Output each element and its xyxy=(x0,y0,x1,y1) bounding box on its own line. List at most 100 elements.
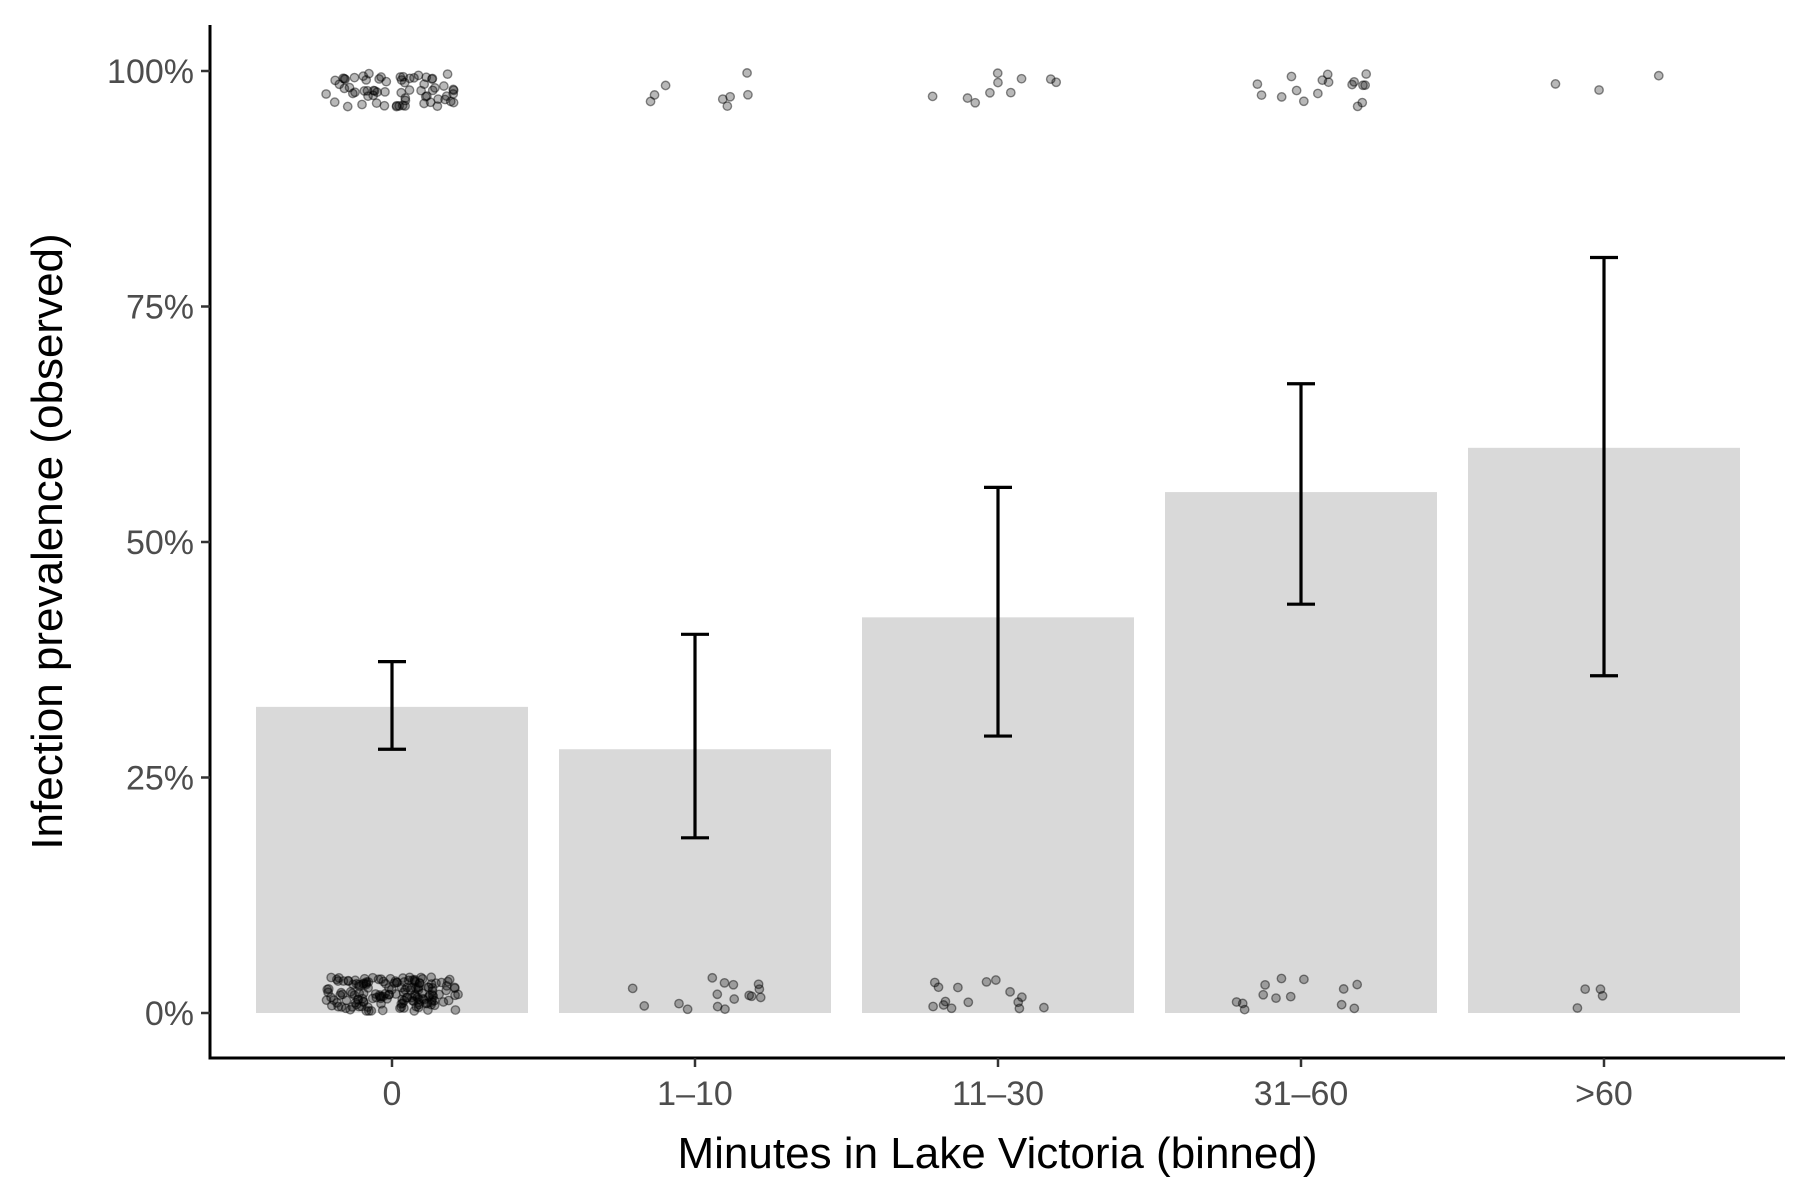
point-zero-0-7 xyxy=(397,998,408,1009)
y-axis-title: Infection prevalence (observed) xyxy=(23,233,72,849)
point-one-3-3 xyxy=(1352,101,1363,112)
point-zero-0-82 xyxy=(423,982,433,992)
point-zero-0-100 xyxy=(397,994,408,1005)
point-zero-0-114 xyxy=(409,975,420,986)
point-one-3-14 xyxy=(1349,76,1360,87)
point-one-0-55 xyxy=(363,91,373,102)
point-zero-0-109 xyxy=(375,993,386,1004)
point-one-0-5 xyxy=(362,85,373,96)
point-zero-0-48 xyxy=(345,986,356,997)
point-zero-0-50 xyxy=(396,982,407,993)
point-zero-2-3 xyxy=(946,1003,957,1014)
point-zero-0-94 xyxy=(413,983,423,993)
axes-layer: 0% 25% 50% 75% 100% 0 1–10 11–30 31–60 >60 xyxy=(107,25,1785,1113)
point-zero-0-92 xyxy=(358,988,369,999)
point-zero-0-101 xyxy=(378,991,389,1002)
point-one-0-53 xyxy=(404,85,415,95)
point-zero-0-93 xyxy=(417,988,428,999)
point-one-3-0 xyxy=(1252,79,1263,90)
point-one-0-20 xyxy=(440,94,450,105)
point-zero-0-36 xyxy=(402,982,413,993)
y-tick-label-3: 75% xyxy=(126,289,194,327)
point-one-0-48 xyxy=(330,75,341,86)
point-one-0-30 xyxy=(379,100,390,111)
point-one-0-62 xyxy=(425,97,436,108)
point-zero-2-0 xyxy=(929,977,940,988)
point-one-0-3 xyxy=(368,85,379,96)
point-zero-4-3 xyxy=(1595,984,1606,995)
point-zero-0-84 xyxy=(349,990,360,1001)
point-zero-1-1 xyxy=(719,977,730,988)
point-zero-0-30 xyxy=(354,1001,364,1012)
point-zero-1-9 xyxy=(755,992,766,1003)
point-zero-0-91 xyxy=(361,978,371,989)
point-zero-0-6 xyxy=(426,999,437,1010)
point-zero-0-65 xyxy=(407,975,418,985)
y-tick-label-0: 0% xyxy=(145,995,194,1033)
point-one-0-45 xyxy=(364,68,374,79)
point-zero-0-85 xyxy=(443,995,454,1006)
point-zero-0-13 xyxy=(442,976,453,987)
point-one-0-7 xyxy=(374,74,385,84)
point-zero-1-10 xyxy=(682,1004,693,1015)
point-zero-0-2 xyxy=(411,983,421,994)
point-zero-0-11 xyxy=(417,993,428,1004)
point-zero-0-66 xyxy=(411,1001,422,1012)
point-one-1-1 xyxy=(742,68,752,78)
point-zero-3-10 xyxy=(1237,998,1248,1009)
point-one-0-0 xyxy=(391,100,402,111)
point-one-2-7 xyxy=(927,91,938,102)
point-zero-0-122 xyxy=(390,976,401,986)
point-zero-0-46 xyxy=(358,979,368,990)
point-zero-0-4 xyxy=(414,978,425,988)
point-zero-0-131 xyxy=(340,1003,351,1014)
point-one-0-44 xyxy=(329,97,340,108)
x-tick-label-0: 0 xyxy=(383,1075,402,1113)
point-zero-3-11 xyxy=(1352,979,1363,990)
point-one-0-31 xyxy=(448,84,459,95)
point-zero-0-73 xyxy=(449,982,460,993)
point-one-0-37 xyxy=(371,98,382,108)
point-zero-0-98 xyxy=(382,993,392,1004)
point-zero-0-141 xyxy=(405,985,416,995)
x-tick-label-3: 31–60 xyxy=(1254,1075,1349,1113)
error-bar-3 xyxy=(1287,382,1315,606)
point-zero-0-56 xyxy=(374,991,385,1002)
x-tick-label-4: >60 xyxy=(1575,1075,1633,1113)
point-zero-0-95 xyxy=(356,1001,367,1012)
point-zero-1-2 xyxy=(754,984,765,995)
point-one-2-2 xyxy=(962,93,973,103)
point-zero-0-78 xyxy=(366,1005,377,1016)
point-zero-0-51 xyxy=(331,974,342,985)
point-zero-0-34 xyxy=(427,989,438,1000)
point-one-0-41 xyxy=(432,101,443,112)
point-one-4-0 xyxy=(1594,85,1604,95)
point-zero-0-87 xyxy=(367,972,378,983)
point-one-0-12 xyxy=(448,97,459,108)
point-zero-0-159 xyxy=(427,986,438,997)
point-zero-0-62 xyxy=(354,988,365,999)
point-zero-0-116 xyxy=(400,984,411,995)
point-zero-0-99 xyxy=(413,984,424,995)
x-tick-label-1: 1–10 xyxy=(657,1075,733,1113)
point-zero-0-21 xyxy=(429,995,440,1006)
point-zero-1-0 xyxy=(753,979,764,990)
point-zero-0-158 xyxy=(334,972,344,983)
point-zero-0-53 xyxy=(380,978,391,989)
point-one-4-2 xyxy=(1653,70,1664,81)
point-zero-0-70 xyxy=(367,993,378,1004)
point-zero-1-13 xyxy=(728,979,739,990)
point-zero-0-139 xyxy=(396,1002,407,1013)
point-zero-0-137 xyxy=(354,979,364,990)
y-tick-label-1: 25% xyxy=(126,760,194,798)
y-tick-label-4: 100% xyxy=(107,53,194,91)
point-zero-0-151 xyxy=(384,982,394,993)
point-zero-0-20 xyxy=(378,976,389,987)
point-zero-0-86 xyxy=(333,976,343,986)
point-zero-0-12 xyxy=(357,993,368,1004)
point-zero-0-0 xyxy=(407,995,418,1006)
point-zero-2-4 xyxy=(1005,986,1015,997)
point-zero-3-1 xyxy=(1258,989,1269,1000)
point-one-0-66 xyxy=(358,71,369,82)
point-zero-0-71 xyxy=(353,994,363,1005)
